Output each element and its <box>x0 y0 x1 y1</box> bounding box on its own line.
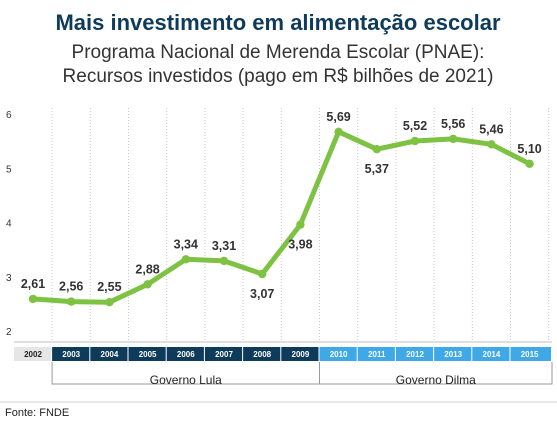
data-point-2003 <box>67 297 76 306</box>
year-label-2011: 2011 <box>368 350 386 359</box>
year-label-2010: 2010 <box>330 350 348 359</box>
year-strip: 2002 2003 2004 2005 2006 2007 2008 2009 2010 2011… <box>14 347 551 361</box>
chart-subtitle-line1: Programa Nacional de Merenda Escolar (PN… <box>72 42 485 63</box>
year-cell-2015 <box>510 347 551 361</box>
data-point-2006 <box>181 255 190 264</box>
data-label-2014: 5,46 <box>479 122 503 136</box>
year-label-2006: 2006 <box>177 350 195 359</box>
data-label-2004: 2,55 <box>97 280 121 294</box>
data-point-2008 <box>258 269 267 279</box>
data-point-2004 <box>105 298 114 307</box>
y-tick-label-3: 3 <box>6 273 12 284</box>
data-point-2014 <box>487 140 496 149</box>
year-label-2003: 2003 <box>62 350 80 359</box>
series-line <box>30 129 533 305</box>
year-label-2005: 2005 <box>139 350 157 359</box>
data-point-2011 <box>372 145 381 154</box>
year-cell-2012 <box>395 347 434 361</box>
y-tick-label-5: 5 <box>6 164 12 175</box>
data-label-2015: 5,10 <box>517 142 541 156</box>
chart-title: Mais investimento em alimentação escolar <box>55 10 501 35</box>
y-tick-label-6: 6 <box>6 110 12 121</box>
data-label-2009: 3,98 <box>288 238 312 252</box>
year-cell-2008 <box>243 347 281 361</box>
data-label-2002: 2,61 <box>21 277 45 291</box>
year-label-2015: 2015 <box>521 350 539 359</box>
data-label-2006: 3,34 <box>174 237 198 251</box>
year-cell-2003 <box>52 347 90 361</box>
data-label-2008: 3,07 <box>250 287 274 301</box>
data-point-2002 <box>28 294 38 304</box>
year-cell-2013 <box>434 347 472 361</box>
year-label-2009: 2009 <box>292 350 310 359</box>
year-label-2008: 2008 <box>253 350 271 359</box>
data-label-2011: 5,37 <box>365 162 389 176</box>
data-point-2013 <box>449 134 458 144</box>
data-point-2012 <box>410 136 420 146</box>
source-note: Fonte: FNDE <box>5 407 69 419</box>
year-cell-2004 <box>90 347 128 361</box>
data-label-2005: 2,88 <box>135 262 159 276</box>
data-label-2003: 2,56 <box>59 280 83 294</box>
year-label-2012: 2012 <box>406 350 424 359</box>
year-cell-2014 <box>472 347 510 361</box>
government-groups: Governo Lula Governo Dilma <box>51 362 553 387</box>
year-cell-2002 <box>14 347 52 361</box>
year-cell-2010 <box>319 347 357 361</box>
year-cell-2006 <box>166 347 204 361</box>
y-axis: 2 3 4 5 6 <box>6 110 12 338</box>
year-label-2014: 2014 <box>483 350 501 359</box>
data-point-2005 <box>143 280 152 289</box>
data-label-2013: 5,56 <box>441 117 465 131</box>
data-point-2010 <box>334 127 343 136</box>
year-label-2007: 2007 <box>215 350 233 359</box>
series-layer <box>28 127 534 307</box>
data-label-2010: 5,69 <box>326 110 350 124</box>
group-label-governo-lula: Governo Lula <box>150 373 222 387</box>
year-cell-2009 <box>281 347 319 361</box>
year-label-2004: 2004 <box>101 350 119 359</box>
group-label-governo-dilma: Governo Dilma <box>396 373 476 387</box>
data-labels: 2,61 2,56 2,55 2,88 3,34 3,31 3,07 3,98 5,69 5,37… <box>21 110 542 301</box>
year-cell-2011 <box>357 347 395 361</box>
data-point-2009 <box>296 220 305 229</box>
year-label-2002: 2002 <box>24 350 42 359</box>
y-tick-label-4: 4 <box>6 219 12 230</box>
data-point-2007 <box>219 256 229 266</box>
data-point-2015 <box>525 159 534 168</box>
data-label-2007: 3,31 <box>212 239 236 253</box>
group-bracket-governo-dilma <box>319 362 553 385</box>
y-tick-label-2: 2 <box>6 327 12 338</box>
data-label-2012: 5,52 <box>403 119 427 133</box>
chart-subtitle-line2: Recursos investidos (pago em R$ bilhões … <box>63 66 494 87</box>
year-cell-2007 <box>204 347 243 361</box>
year-label-2013: 2013 <box>444 350 462 359</box>
year-cell-2005 <box>128 347 166 361</box>
